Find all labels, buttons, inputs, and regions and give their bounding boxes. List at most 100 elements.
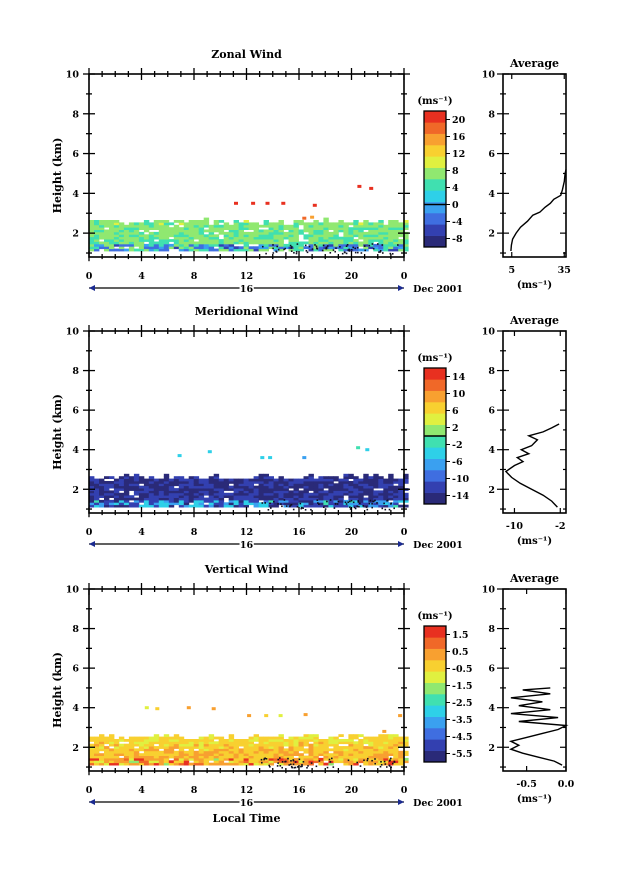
heatmap-cell — [238, 227, 244, 230]
heatmap-cell — [283, 753, 289, 756]
heatmap-cell — [313, 497, 319, 501]
heatmap-cell — [373, 224, 379, 228]
heatmap-cell — [338, 502, 344, 506]
heatmap-cell — [228, 502, 235, 506]
heatmap-cell — [333, 504, 339, 508]
heatmap-cell — [158, 739, 165, 742]
heatmap-cell — [273, 488, 279, 491]
sparse-point — [264, 714, 269, 718]
heatmap-cell — [148, 231, 155, 235]
heatmap-cell — [104, 234, 110, 238]
heatmap-cell — [323, 229, 329, 233]
heatmap-cell — [208, 499, 215, 503]
heatmap-cell — [403, 743, 409, 747]
heatmap-cell — [393, 495, 399, 498]
heatmap-cell — [133, 499, 140, 503]
heatmap-cell — [403, 481, 409, 484]
day-label: 16 — [240, 798, 254, 809]
heatmap-cell — [318, 476, 324, 479]
average-y-tick-label: 10 — [482, 70, 496, 81]
heatmap-cell — [228, 224, 235, 228]
heatmap-cell — [203, 490, 210, 494]
heatmap-cell — [303, 227, 309, 230]
heatmap-cell — [203, 757, 210, 761]
heatmap-cell — [293, 748, 299, 752]
heatmap-cell — [363, 476, 369, 479]
heatmap-cell — [89, 490, 95, 494]
heatmap-cell — [178, 755, 185, 759]
heatmap-cell — [353, 220, 359, 223]
y-tick-label: 4 — [72, 703, 79, 714]
heatmap-cell — [243, 748, 249, 752]
colorbar-tick-label: -4 — [452, 217, 463, 228]
heatmap-cell — [198, 755, 205, 759]
heatmap-cell — [89, 483, 95, 487]
heatmap-cell — [268, 497, 274, 501]
heatmap-cell — [348, 762, 354, 766]
heatmap-cell — [163, 504, 170, 508]
heatmap-cell — [223, 739, 230, 742]
heatmap-cell — [253, 222, 259, 226]
heatmap-cell — [173, 224, 180, 228]
heatmap-cell — [198, 234, 205, 238]
heatmap-cell — [89, 753, 95, 756]
heatmap-cell — [104, 762, 110, 766]
heatmap-cell — [328, 478, 334, 482]
heatmap-cell — [223, 492, 230, 496]
heatmap-cell — [213, 220, 220, 223]
heatmap-cell — [378, 227, 384, 230]
heatmap-cell — [228, 231, 235, 235]
heatmap-cell — [393, 248, 399, 252]
heatmap-cell — [248, 483, 254, 487]
heatmap-cell — [153, 492, 160, 496]
heatmap-cell — [343, 492, 349, 496]
heatmap-cell — [104, 502, 110, 506]
heatmap-cell — [198, 481, 205, 484]
heatmap-cell — [383, 502, 389, 506]
heatmap-cell — [173, 495, 180, 498]
x-tick-label: 16 — [292, 785, 306, 796]
heatmap-cell — [263, 476, 269, 479]
heatmap-cell — [258, 497, 264, 501]
heatmap-cell — [383, 231, 389, 235]
heatmap-cell — [99, 243, 105, 247]
heatmap-speckle — [301, 506, 303, 509]
heatmap-cell — [313, 753, 319, 756]
heatmap-cell — [388, 231, 394, 235]
heatmap-cell — [143, 224, 150, 228]
heatmap-cell — [243, 220, 249, 223]
heatmap-cell — [268, 483, 274, 487]
heatmap-cell — [238, 753, 244, 756]
heatmap-cell — [143, 246, 150, 250]
heatmap-cell — [118, 236, 125, 240]
heatmap-cell — [393, 246, 399, 250]
heatmap-speckle — [365, 506, 368, 508]
heatmap-cell — [223, 741, 230, 745]
heatmap-cell — [118, 231, 125, 235]
heatmap-cell — [298, 746, 304, 749]
heatmap-cell — [163, 239, 170, 242]
heatmap-cell — [238, 492, 244, 496]
heatmap-cell — [363, 234, 369, 238]
heatmap-cell — [293, 499, 299, 503]
heatmap-cell — [263, 246, 269, 250]
heatmap-cell — [183, 495, 190, 498]
heatmap-speckle — [381, 507, 384, 510]
heatmap-cell — [223, 485, 230, 489]
heatmap-cell — [313, 504, 319, 508]
heatmap-cell — [243, 236, 249, 240]
heatmap-cell — [363, 755, 369, 759]
heatmap-cell — [248, 227, 254, 230]
heatmap-cell — [258, 236, 264, 240]
heatmap-cell — [173, 239, 180, 242]
heatmap-cell — [113, 743, 120, 747]
heatmap-cell — [228, 492, 235, 496]
heatmap-cell — [268, 741, 274, 745]
heatmap-cell — [363, 488, 369, 491]
heatmap-speckle — [379, 250, 382, 252]
heatmap-cell — [163, 499, 170, 503]
heatmap-speckle — [295, 250, 298, 253]
heatmap-speckle — [350, 499, 353, 502]
heatmap-cell — [143, 220, 150, 223]
heatmap-speckle — [349, 508, 352, 510]
